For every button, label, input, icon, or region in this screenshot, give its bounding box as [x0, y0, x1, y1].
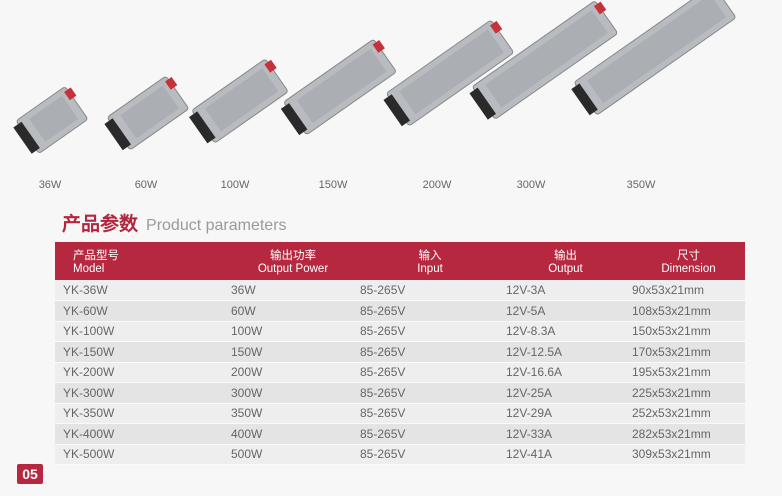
table-cell: YK-150W [55, 341, 195, 363]
table-cell: YK-350W [55, 403, 195, 424]
table-cell: 12V-29A [500, 403, 625, 424]
power-supply-illustration [383, 20, 514, 127]
header-cn: 输入 [418, 249, 442, 262]
table-cell: 12V-33A [500, 423, 625, 445]
product-label: 200W [422, 179, 452, 191]
product-label: 100W [220, 179, 250, 191]
table-cell: 85-265V [355, 382, 500, 404]
table-row: YK-60W 60W 85-265V 12V-5A 108x53x21mm [55, 300, 745, 322]
product-image [550, 0, 760, 155]
table-cell: 85-265V [355, 423, 500, 445]
table-cell: 12V-16.6A [500, 362, 625, 383]
header-cn: 尺寸 [677, 249, 700, 262]
section-title-cn: 产品参数 [62, 214, 139, 235]
table-cell: YK-200W [55, 362, 195, 383]
table-row: YK-500W 500W 85-265V 12V-41A 309x53x21mm [55, 444, 745, 465]
product-parameters-table: 产品型号 Model 输出功率 Output Power 输入 Input 输出 Output… [55, 242, 745, 465]
table-cell: 85-265V [355, 321, 500, 342]
table-cell: 282x53x21mm [625, 423, 745, 445]
table-cell: 300W [195, 382, 355, 404]
header-cn: 输出 [554, 249, 577, 262]
header-cn: 产品型号 [73, 249, 119, 262]
table-cell: 309x53x21mm [625, 444, 745, 465]
product-label: 60W [134, 179, 158, 191]
table-cell: 12V-5A [500, 300, 625, 322]
header-en: Input [417, 262, 443, 275]
table-cell: 195x53x21mm [625, 362, 745, 383]
table-cell: 85-265V [355, 444, 500, 465]
product-label: 350W [626, 179, 656, 191]
table-cell: 12V-12.5A [500, 341, 625, 363]
power-supply-illustration [469, 1, 618, 120]
product-image [92, 62, 204, 169]
table-cell: 400W [195, 423, 355, 445]
table-header: 产品型号 Model 输出功率 Output Power 输入 Input 输出 Output… [55, 242, 745, 280]
column-header: 输入 Input [355, 242, 500, 280]
table-cell: 150W [195, 341, 355, 363]
power-supply-illustration [280, 39, 396, 136]
table-cell: 85-265V [355, 362, 500, 383]
table-row: YK-36W 36W 85-265V 12V-3A 90x53x21mm [55, 280, 745, 301]
product-image [366, 0, 534, 157]
table-row: YK-300W 300W 85-265V 12V-25A 225x53x21mm [55, 382, 745, 404]
table-cell: 252x53x21mm [625, 403, 745, 424]
table-cell: 36W [195, 280, 355, 301]
power-supply-illustration [571, 0, 736, 116]
table-cell: 200W [195, 362, 355, 383]
power-supply-illustration [104, 76, 189, 151]
table-cell: 12V-3A [500, 280, 625, 301]
power-supply-illustration [189, 59, 288, 144]
table-cell: YK-60W [55, 300, 195, 322]
table-cell: 12V-25A [500, 382, 625, 404]
product-image [450, 0, 640, 155]
product-label: 150W [318, 179, 348, 191]
table-row: YK-400W 400W 85-265V 12V-33A 282x53x21mm [55, 423, 745, 445]
table-cell: 225x53x21mm [625, 382, 745, 404]
table-cell: YK-300W [55, 382, 195, 404]
table-cell: 100W [195, 321, 355, 342]
table-row: YK-150W 150W 85-265V 12V-12.5A 170x53x21mm [55, 341, 745, 363]
column-header: 输出 Output [500, 242, 625, 280]
table-cell: 500W [195, 444, 355, 465]
product-image [175, 41, 305, 166]
column-header: 输出功率 Output Power [195, 242, 355, 280]
table-cell: 12V-41A [500, 444, 625, 465]
table-cell: 350W [195, 403, 355, 424]
product-image [2, 75, 102, 170]
page-number: 05 [17, 464, 43, 484]
table-cell: YK-500W [55, 444, 195, 465]
product-label: 36W [38, 179, 62, 191]
table-cell: 85-265V [355, 300, 500, 322]
table-cell: 90x53x21mm [625, 280, 745, 301]
table-cell: 108x53x21mm [625, 300, 745, 322]
header-en: Output [548, 262, 583, 275]
section-title: 产品参数 Product parameters [62, 209, 287, 236]
table-cell: 60W [195, 300, 355, 322]
table-cell: 85-265V [355, 280, 500, 301]
product-label: 300W [516, 179, 546, 191]
table-cell: 85-265V [355, 341, 500, 363]
table-cell: 85-265V [355, 403, 500, 424]
header-en: Output Power [257, 262, 329, 275]
header-en: Dimension [661, 262, 716, 275]
table-cell: 150x53x21mm [625, 321, 745, 342]
table-row: YK-350W 350W 85-265V 12V-29A 252x53x21mm [55, 403, 745, 424]
table-cell: YK-400W [55, 423, 195, 445]
section-title-en: Product parameters [146, 217, 287, 234]
column-header: 产品型号 Model [55, 242, 195, 280]
table-cell: 12V-8.3A [500, 321, 625, 342]
header-en: Model [73, 262, 105, 275]
column-header: 尺寸 Dimension [625, 242, 745, 280]
table-cell: 170x53x21mm [625, 341, 745, 363]
power-supply-illustration [13, 87, 88, 154]
product-image [265, 17, 415, 162]
table-cell: YK-100W [55, 321, 195, 342]
table-row: YK-200W 200W 85-265V 12V-16.6A 195x53x21mm [55, 362, 745, 383]
table-row: YK-100W 100W 85-265V 12V-8.3A 150x53x21mm [55, 321, 745, 342]
header-cn: 输出功率 [270, 249, 316, 262]
table-cell: YK-36W [55, 280, 195, 301]
